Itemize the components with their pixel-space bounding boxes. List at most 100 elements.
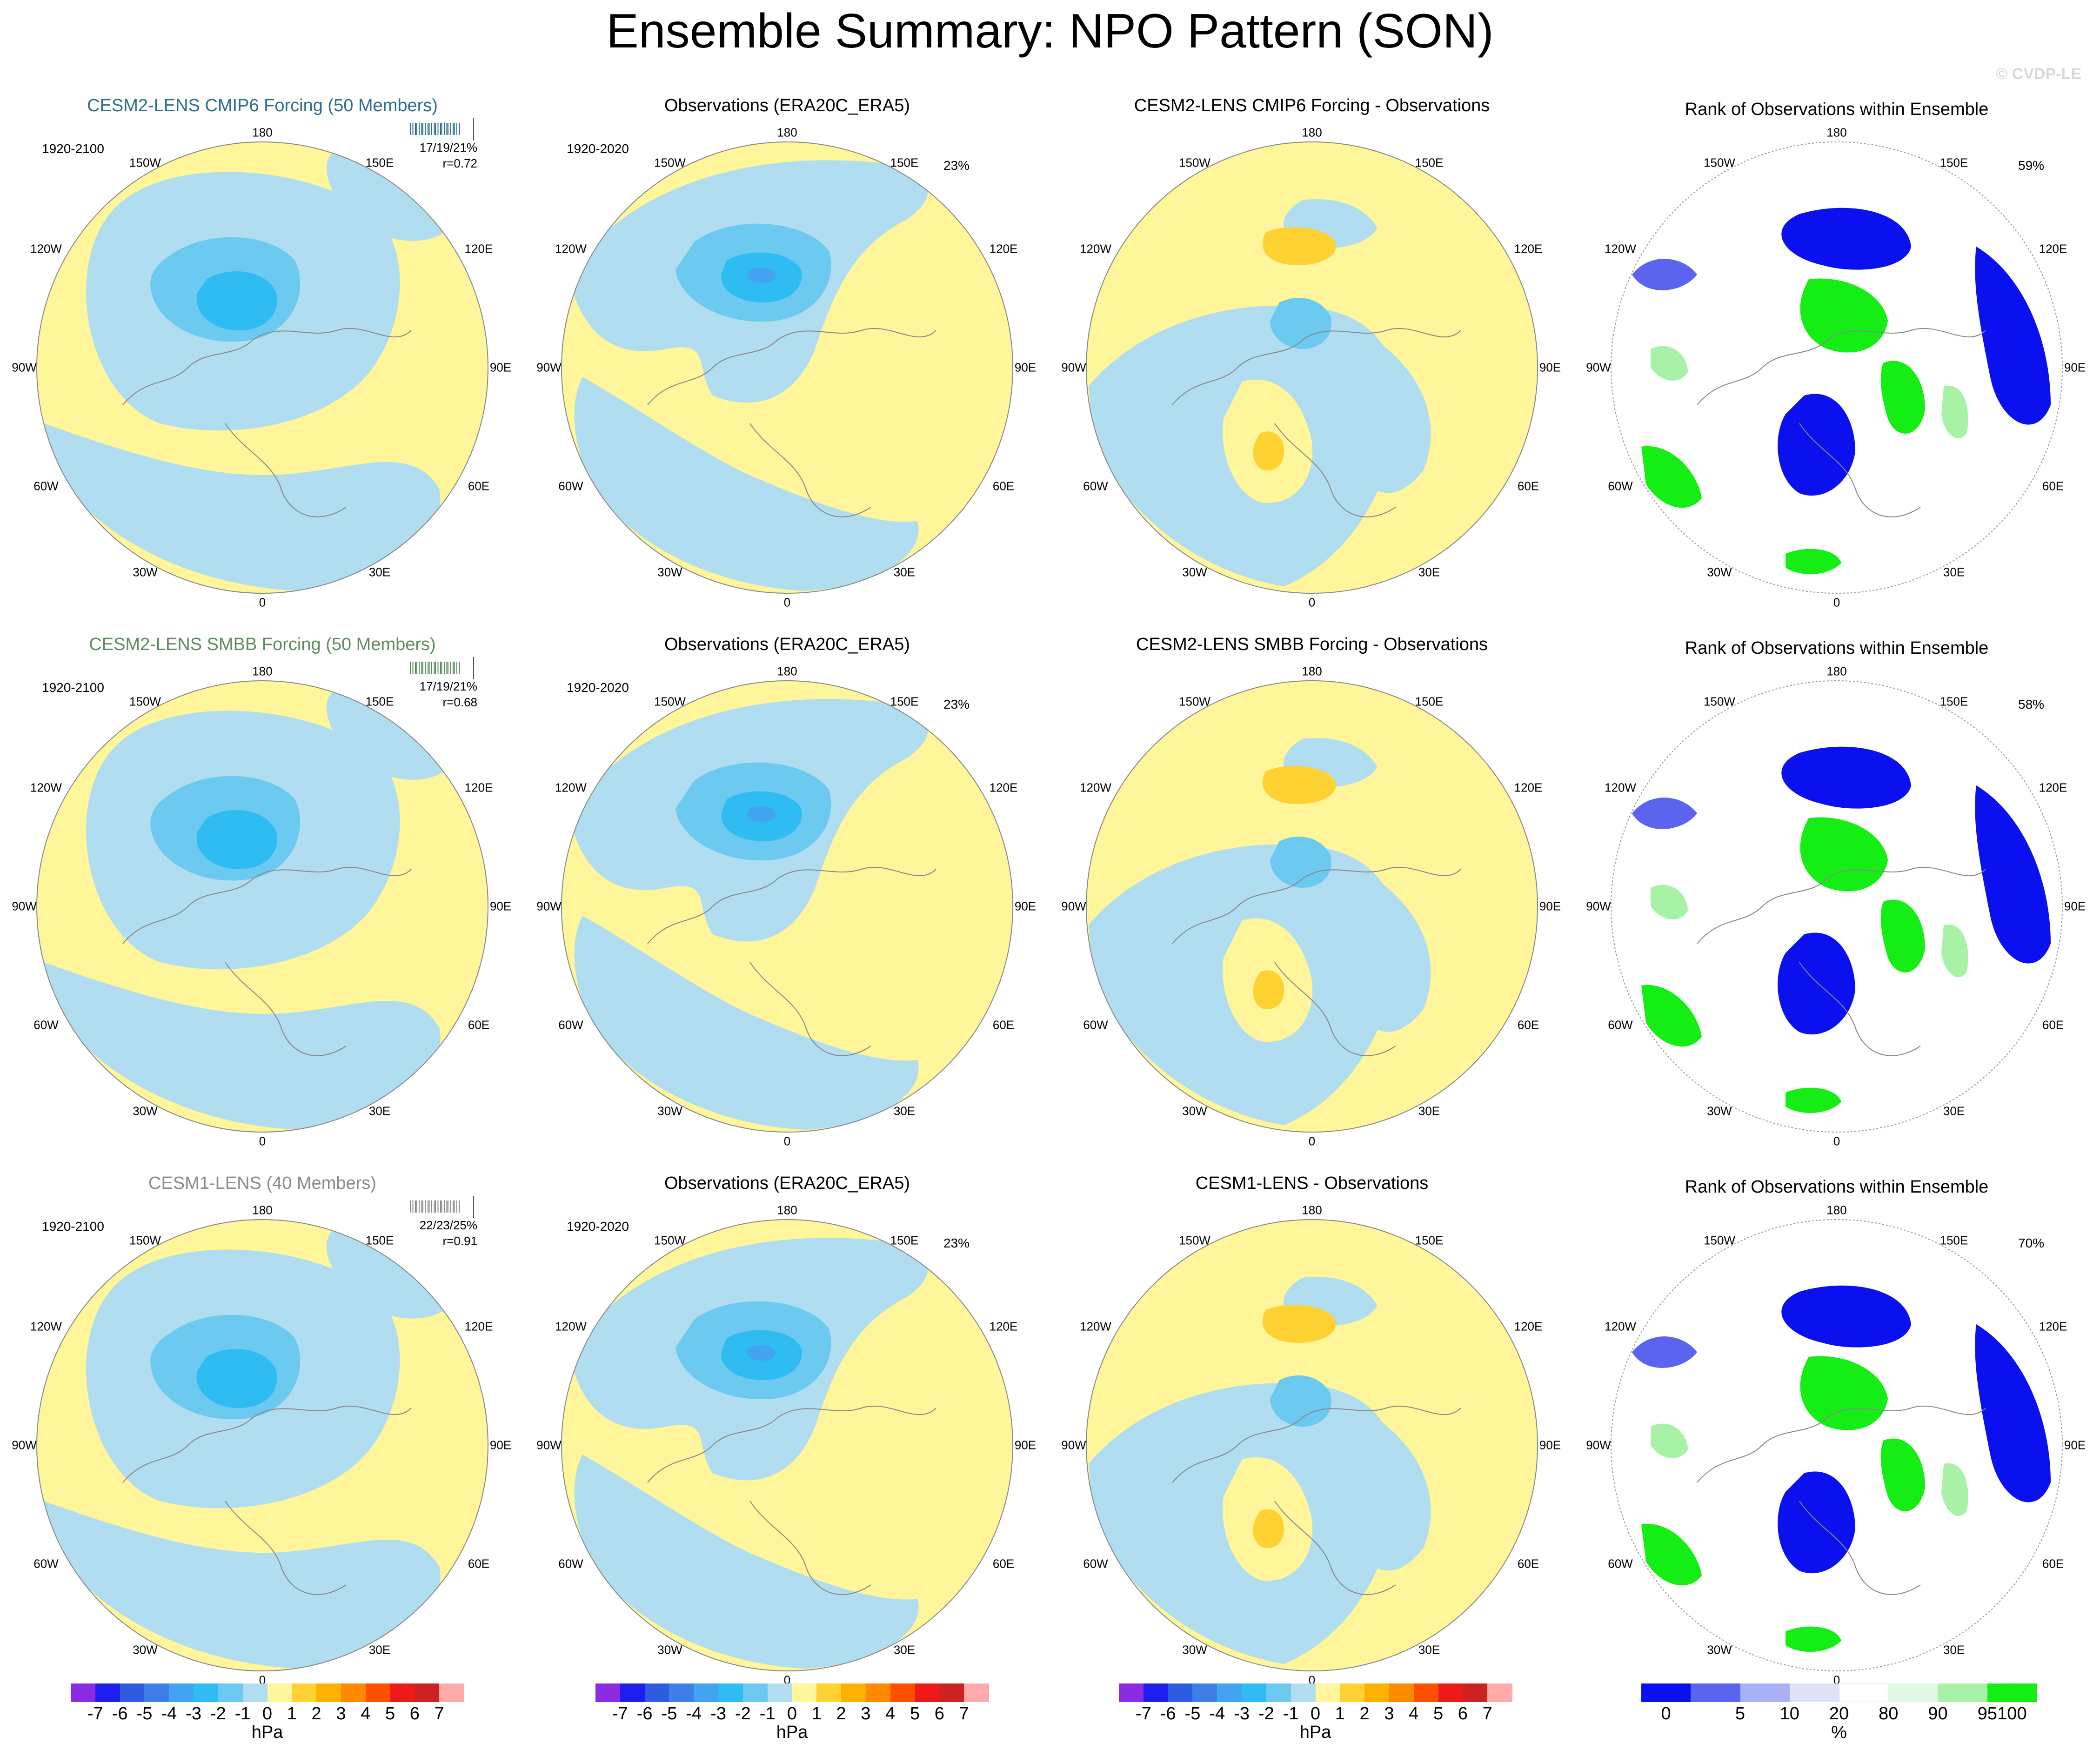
- colorbar-swatch: [939, 1683, 964, 1702]
- longitude-label: 90W: [12, 899, 37, 913]
- longitude-label: 60E: [992, 1556, 1015, 1571]
- colorbar-swatch: [1691, 1683, 1740, 1702]
- colorbar-tick-label: -5: [136, 1704, 153, 1723]
- longitude-label: 30E: [368, 565, 391, 579]
- longitude-label: 90W: [1061, 1438, 1086, 1452]
- anomaly-region: [747, 806, 776, 822]
- longitude-label: 120E: [1514, 1319, 1543, 1334]
- colorbar-tick-label: 20: [1829, 1704, 1849, 1723]
- longitude-label: 180: [252, 664, 273, 678]
- colorbar-swatch: [1839, 1683, 1889, 1702]
- colorbar-tick-label: -7: [1135, 1704, 1151, 1723]
- colorbar-tick-label: 3: [336, 1704, 346, 1723]
- longitude-label: 30E: [1418, 1104, 1440, 1118]
- ensemble-title: CESM1-LENS (40 Members): [148, 1174, 376, 1193]
- anomaly-region: [1641, 1523, 1702, 1586]
- longitude-label: 150E: [1939, 694, 1968, 709]
- colorbar-tick-label: 5: [1735, 1704, 1746, 1723]
- longitude-label: 90E: [1539, 360, 1561, 375]
- coastline: [1172, 328, 1461, 517]
- longitude-label: 30E: [368, 1643, 391, 1657]
- rank-title: Rank of Observations within Ensemble: [1685, 100, 1989, 119]
- polar-map-rank-r1: [1611, 141, 2063, 594]
- colorbar-tick-label: -3: [710, 1704, 726, 1723]
- map-outline: [561, 141, 1013, 594]
- longitude-label: 150W: [1179, 1233, 1211, 1247]
- colorbar-swatch: [144, 1683, 169, 1702]
- anomaly-region: [1941, 924, 1968, 978]
- anomaly-region: [574, 377, 919, 591]
- difference-title: CESM2-LENS CMIP6 Forcing - Observations: [1134, 96, 1490, 115]
- colorbar-swatch: [1291, 1683, 1316, 1702]
- rank-title: Rank of Observations within Ensemble: [1685, 638, 1989, 658]
- rank-percent: 70%: [2018, 1236, 2045, 1250]
- panel-rank-row3: Rank of Observations within Ensemble 70% 1…: [1574, 1171, 2099, 1710]
- colorbar-tick-label: 4: [1409, 1704, 1419, 1723]
- longitude-label: 30W: [133, 1643, 158, 1657]
- colorbar-tick-label: -6: [112, 1704, 128, 1723]
- coastline: [1172, 866, 1461, 1056]
- colorbar-tick-label: -5: [661, 1704, 677, 1723]
- map-outline: [1611, 1219, 2063, 1671]
- longitude-label: 30W: [657, 1104, 682, 1118]
- anomaly-region: [1800, 1356, 1888, 1430]
- colorbar-tick-label: 1: [811, 1704, 822, 1723]
- pattern-correlation: r=0.68: [442, 695, 477, 709]
- colorbar-tick-label: 6: [409, 1704, 420, 1723]
- polar-map-diff-r1: [1086, 141, 1538, 594]
- anomaly-region: [1786, 549, 1841, 574]
- polar-map-obs-r1: [561, 141, 1013, 594]
- difference-title: CESM2-LENS SMBB Forcing - Observations: [1136, 635, 1488, 654]
- anomaly-region: [1975, 247, 2051, 425]
- longitude-label: 30W: [1707, 565, 1732, 579]
- longitude-label: 120E: [989, 241, 1018, 256]
- anomaly-region: [327, 153, 458, 241]
- ensemble-stats: 17/19/21% r=0.68: [420, 678, 477, 710]
- longitude-label: 30E: [893, 1104, 916, 1118]
- longitude-label: 60W: [33, 1556, 59, 1571]
- anomaly-region: [747, 267, 776, 283]
- period-label: 1920-2100: [42, 1219, 104, 1234]
- longitude-label: 60W: [558, 1556, 583, 1571]
- longitude-label: 180: [1302, 125, 1322, 140]
- colorbar-tick-label: 3: [861, 1704, 871, 1723]
- panel-rank-row2: Rank of Observations within Ensemble 58% 1…: [1574, 632, 2099, 1172]
- colorbar-swatch: [341, 1683, 366, 1702]
- member-distribution-strip: [410, 118, 474, 141]
- longitude-label: 30W: [133, 565, 158, 579]
- longitude-label: 150E: [365, 1233, 394, 1247]
- period-label: 1920-2100: [42, 680, 104, 695]
- polar-map-rank-r2: [1611, 680, 2063, 1133]
- longitude-label: 90W: [1586, 1438, 1611, 1452]
- longitude-label: 60W: [558, 479, 583, 493]
- colorbar-tick-label: -4: [686, 1704, 702, 1723]
- colorbar-rank: 0 5 10 20 80 90 95 100%: [1641, 1683, 2037, 1742]
- colorbar-tick-label: 6: [1458, 1704, 1468, 1723]
- longitude-label: 150W: [654, 694, 686, 709]
- longitude-label: 120W: [1605, 241, 1636, 256]
- longitude-label: 180: [1302, 664, 1322, 678]
- pattern-correlation: r=0.91: [442, 1234, 477, 1248]
- longitude-label: 150W: [1179, 155, 1211, 170]
- anomaly-region: [1786, 1087, 1841, 1113]
- longitude-label: 150E: [1939, 155, 1968, 170]
- longitude-label: 60E: [468, 1018, 490, 1032]
- anomaly-region: [1651, 885, 1688, 920]
- colorbar-swatch: [841, 1683, 866, 1702]
- longitude-label: 60W: [1608, 479, 1633, 493]
- colorbar-tick-label: -6: [1160, 1704, 1176, 1723]
- colorbar-swatch: [95, 1683, 120, 1702]
- anomaly-region: [1880, 361, 1925, 434]
- longitude-label: 150W: [1179, 694, 1211, 709]
- variance-range: 17/19/21%: [419, 141, 477, 154]
- longitude-label: 60E: [2042, 1556, 2064, 1571]
- longitude-label: 30W: [1707, 1104, 1732, 1118]
- longitude-label: 150E: [1415, 694, 1444, 709]
- longitude-label: 120W: [1605, 1319, 1636, 1334]
- longitude-label: 180: [777, 664, 797, 678]
- map-outline: [36, 141, 488, 594]
- longitude-label: 30W: [1182, 565, 1207, 579]
- variance-range: 17/19/21%: [419, 679, 477, 693]
- longitude-label: 60E: [2042, 479, 2064, 493]
- longitude-label: 150E: [1415, 1233, 1444, 1247]
